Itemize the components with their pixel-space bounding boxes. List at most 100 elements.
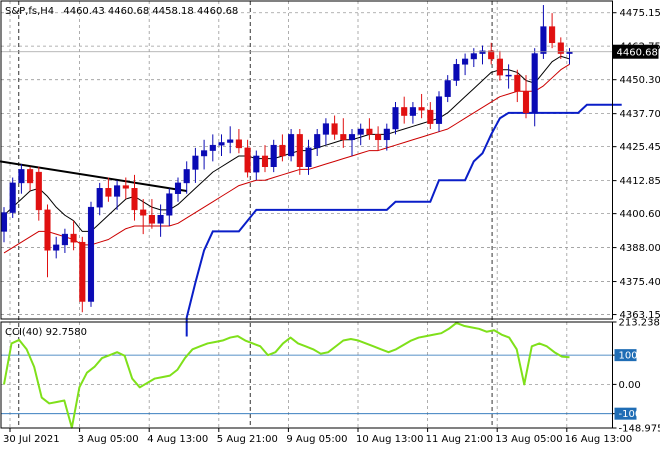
- candle-body: [435, 96, 443, 124]
- candle: [331, 115, 338, 140]
- cci-tick-label: 0.00: [619, 380, 641, 391]
- candle: [514, 69, 521, 103]
- candle-body: [18, 169, 25, 184]
- candle-body: [496, 58, 503, 76]
- candle-body: [166, 193, 173, 216]
- time-tick-label: 9 Aug 05:00: [286, 434, 347, 445]
- candle: [244, 139, 251, 178]
- candle: [235, 129, 242, 154]
- candle: [444, 75, 451, 103]
- candle: [488, 42, 495, 65]
- candle-body: [70, 233, 77, 243]
- candle-body: [557, 42, 564, 54]
- last-price-label: 4460.68: [617, 48, 658, 59]
- cci-tick-label: -100: [619, 409, 642, 420]
- candle-body: [540, 26, 547, 54]
- candle: [522, 75, 530, 119]
- candle: [470, 48, 477, 68]
- candle-body: [531, 53, 538, 114]
- cci-title: CCI(40) 92.7580: [5, 327, 87, 338]
- candle-body: [227, 139, 234, 143]
- candle-body: [418, 107, 425, 111]
- price-tick-label: 4450.30: [620, 75, 660, 86]
- candle: [557, 37, 564, 59]
- support-line: [185, 103, 622, 337]
- price-tick-label: 4412.85: [620, 176, 660, 187]
- candle-body: [340, 134, 347, 141]
- ma-slow-line: [3, 63, 570, 254]
- time-tick-label: 5 Aug 21:00: [217, 434, 278, 445]
- candle-body: [453, 64, 460, 81]
- candle-body: [235, 139, 242, 149]
- candle-body: [427, 109, 434, 124]
- candle-body: [522, 91, 530, 114]
- time-tick-label: 16 Aug 13:00: [565, 434, 632, 445]
- candle-body: [314, 134, 321, 149]
- candles: [0, 5, 573, 313]
- price-pane-border: [0, 0, 613, 320]
- time-tick-label: 10 Aug 13:00: [356, 434, 423, 445]
- price-tick-label: 4388.00: [620, 243, 660, 254]
- candle: [44, 204, 51, 278]
- candle: [96, 182, 103, 216]
- cci-line: [3, 321, 570, 429]
- candle: [409, 102, 416, 124]
- support-path: [185, 103, 622, 337]
- candle-body: [79, 241, 86, 302]
- candle: [270, 139, 277, 173]
- candle: [148, 199, 155, 229]
- candle-body: [122, 185, 129, 189]
- candle: [174, 177, 182, 202]
- candle: [505, 64, 512, 89]
- candle-body: [331, 123, 338, 135]
- candle: [549, 13, 556, 49]
- candle-body: [0, 212, 8, 232]
- cci-tick-label: 100: [619, 351, 638, 362]
- candle: [253, 150, 260, 181]
- candle: [166, 188, 173, 227]
- candle-body: [27, 169, 34, 184]
- price-tick-label: 4375.40: [620, 277, 660, 288]
- candle-body: [114, 185, 121, 197]
- candle: [53, 236, 60, 259]
- ma-fast-path: [3, 55, 570, 232]
- candle: [261, 145, 269, 173]
- candle: [27, 166, 34, 191]
- candle: [279, 134, 286, 162]
- trendline-path: [0, 160, 187, 192]
- price-tick-label: 4400.60: [620, 209, 660, 220]
- candle: [531, 48, 538, 127]
- last-price-tag: [612, 44, 659, 59]
- candle-body: [479, 50, 486, 54]
- candle: [305, 139, 312, 175]
- candle: [192, 147, 199, 183]
- candle-body: [140, 209, 147, 216]
- candle: [348, 129, 356, 156]
- cci-level-tag: [614, 407, 637, 420]
- ma-fast-line: [3, 55, 570, 232]
- candle: [140, 199, 147, 235]
- candle: [35, 166, 42, 221]
- candle: [375, 126, 382, 151]
- price-tick-label: 4363.15: [620, 310, 660, 321]
- candle-body: [514, 74, 521, 92]
- cci-pane: 213.2389 100 0.00 -100 -148.9759 CCI(40) 92.…: [0, 318, 660, 435]
- candle-body: [261, 155, 269, 167]
- candle-body: [305, 147, 312, 167]
- candle: [87, 201, 95, 307]
- candle: [218, 134, 225, 156]
- candle-body: [383, 128, 390, 141]
- candle-body: [183, 169, 190, 184]
- candle-body: [96, 188, 103, 208]
- cci-level-tag: [614, 349, 637, 362]
- candle: [70, 220, 77, 251]
- candle-body: [201, 150, 208, 157]
- candle: [79, 236, 86, 313]
- time-axis: 30 Jul 2021 3 Aug 05:00 4 Aug 13:00 5 Aug 2…: [3, 428, 632, 445]
- candle: [18, 164, 25, 194]
- candle: [418, 93, 425, 119]
- candle: [105, 177, 112, 202]
- candle: [357, 123, 364, 146]
